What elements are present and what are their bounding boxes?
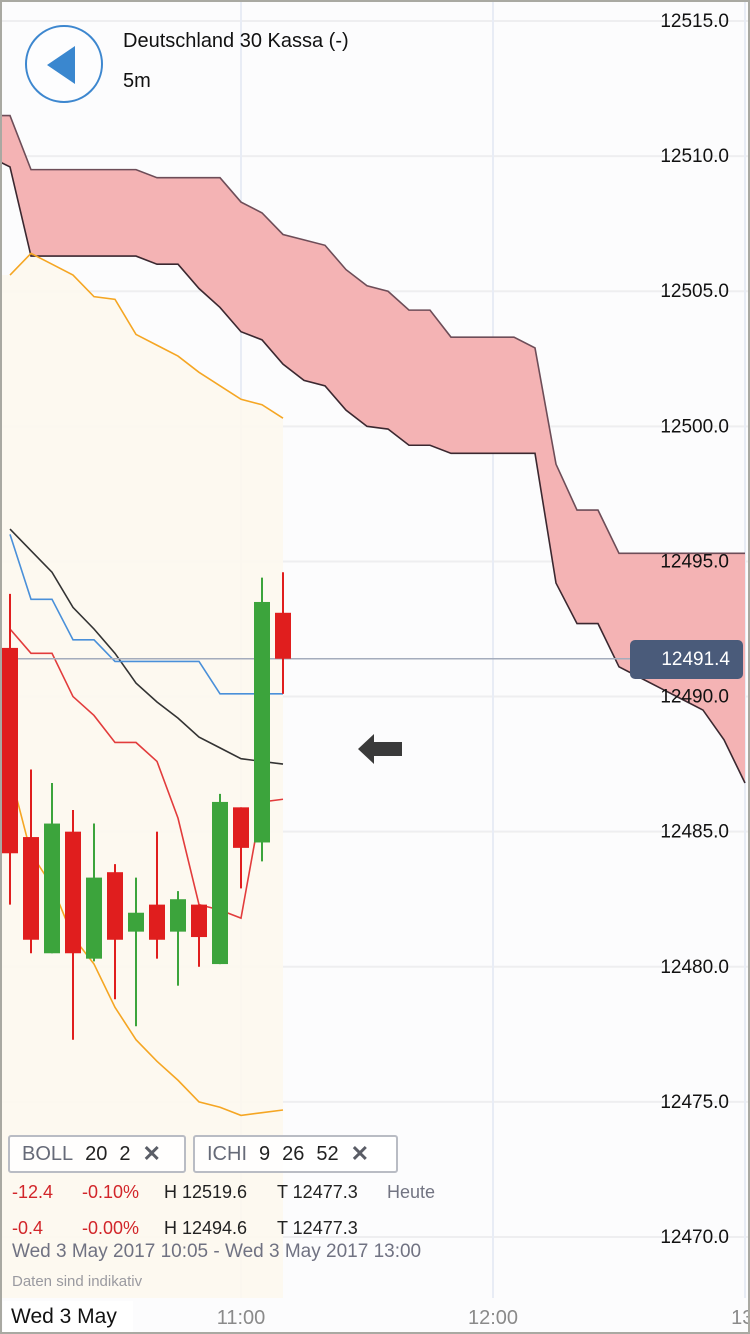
bollinger-fill <box>0 253 283 1299</box>
y-tick-label: 12490.0 <box>660 687 729 708</box>
y-tick-label: 12495.0 <box>660 551 729 572</box>
current-price-tag: 12491.4 <box>630 640 743 679</box>
candle <box>65 810 81 1040</box>
close-icon[interactable]: ✕ <box>350 1141 370 1166</box>
candle-body <box>2 647 18 854</box>
y-tick-label: 12485.0 <box>660 822 729 843</box>
candle <box>128 877 144 1027</box>
candle <box>44 783 60 954</box>
low: T 12477.3 <box>277 1218 358 1238</box>
instrument-title: Deutschland 30 Kassa (-) <box>123 30 349 52</box>
candle-body <box>107 872 123 940</box>
candle <box>191 904 207 967</box>
indicator-param: 26 <box>282 1142 305 1165</box>
date-range: Wed 3 May 2017 10:05 - Wed 3 May 2017 13… <box>12 1241 422 1262</box>
kijun-line <box>9 534 283 695</box>
candle-body <box>149 904 165 940</box>
y-tick-label: 12515.0 <box>660 11 729 32</box>
tenkan-line <box>9 628 284 920</box>
cloud-fill <box>0 115 745 784</box>
stats-row-today: -12.4 -0.10% H 12519.6 T 12477.3 Heute <box>12 1182 435 1203</box>
y-tick-label: 12480.0 <box>660 957 729 978</box>
candle-body <box>275 612 291 659</box>
cloud-span-b <box>0 161 746 784</box>
candle-body <box>44 823 60 954</box>
date-label: Wed 3 May <box>3 1301 133 1332</box>
interval-label[interactable]: 5m <box>123 70 151 92</box>
indicator-chip-ichi[interactable]: ICHI 9 26 52 ✕ <box>193 1135 398 1173</box>
candle <box>254 577 270 862</box>
candle <box>107 864 123 1000</box>
indicator-name: ICHI <box>207 1142 247 1165</box>
back-triangle-icon <box>47 46 75 84</box>
candle <box>2 593 18 905</box>
candle <box>212 793 228 965</box>
indicator-param: 52 <box>316 1142 339 1165</box>
x-tick-label: 12:00 <box>468 1307 518 1329</box>
candle-body <box>65 831 81 954</box>
candle <box>275 572 291 694</box>
candle-body <box>23 837 39 940</box>
candle-body <box>128 912 144 932</box>
bollinger-upper-line <box>9 252 284 419</box>
candle-body <box>233 807 249 848</box>
candle-body <box>191 904 207 938</box>
close-icon[interactable]: ✕ <box>142 1141 161 1166</box>
indicator-chip-boll[interactable]: BOLL 20 2 ✕ <box>8 1135 186 1173</box>
indicator-name: BOLL <box>22 1142 74 1165</box>
back-button[interactable] <box>25 25 103 103</box>
change: -12.4 <box>12 1182 54 1202</box>
y-tick-label: 12505.0 <box>660 281 729 302</box>
change-percent: -0.00% <box>82 1218 140 1238</box>
indicator-param: 2 <box>119 1142 131 1165</box>
candle <box>170 891 186 986</box>
candle <box>23 769 39 954</box>
candle-body <box>212 801 228 965</box>
indicator-param: 20 <box>85 1142 108 1165</box>
period-label: Heute <box>387 1182 436 1202</box>
change: -0.4 <box>12 1218 44 1238</box>
candle <box>149 831 165 959</box>
disclaimer: Daten sind indikativ <box>12 1273 143 1290</box>
y-tick-label: 12500.0 <box>660 416 729 437</box>
low: T 12477.3 <box>277 1182 358 1202</box>
high: H 12519.6 <box>164 1182 248 1202</box>
x-axis: 11:00 12:00 13: <box>217 1307 750 1329</box>
cloud-span-a <box>0 114 745 555</box>
indicator-param: 9 <box>259 1142 271 1165</box>
y-tick-label: 12470.0 <box>660 1227 729 1248</box>
bollinger-middle-line <box>9 528 284 765</box>
arrow-left-icon[interactable] <box>356 732 404 766</box>
x-tick-label: 13: <box>731 1307 750 1329</box>
y-tick-label: 12510.0 <box>660 146 729 167</box>
candle-body <box>254 601 270 843</box>
y-axis: 12515.0 12510.0 12505.0 12500.0 12495.0 12490… <box>660 11 729 1248</box>
candles <box>2 572 291 1040</box>
x-tick-label: 11:00 <box>217 1307 266 1329</box>
ichimoku-cloud <box>0 114 746 784</box>
y-tick-label: 12475.0 <box>660 1092 729 1113</box>
change-percent: -0.10% <box>82 1182 140 1202</box>
candle-body <box>170 899 186 932</box>
stats-row-range: -0.4 -0.00% H 12494.6 T 12477.3 <box>12 1218 387 1239</box>
candle-body <box>86 877 102 959</box>
bollinger-band-area <box>0 253 283 1299</box>
candle <box>233 807 249 889</box>
high: H 12494.6 <box>164 1218 248 1238</box>
candle <box>86 823 102 962</box>
